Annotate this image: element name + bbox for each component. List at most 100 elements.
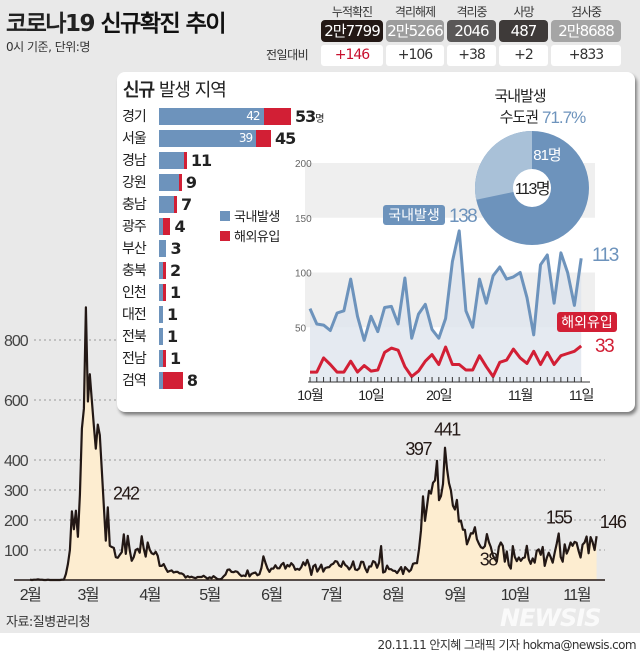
- domestic-bar: [159, 371, 163, 389]
- domestic-bar: [159, 305, 163, 323]
- stat-value: 487: [499, 20, 548, 42]
- imported-bar: [178, 173, 182, 191]
- region-bar: [159, 349, 166, 367]
- title-part: 신규확진 추이: [100, 11, 227, 37]
- donut-total: 113명: [515, 180, 549, 198]
- x-tick-label: 20일: [426, 387, 452, 403]
- imported-tag: 해외유입: [561, 314, 613, 330]
- annotation-label: 146: [600, 512, 627, 532]
- source-note: 자료:질병관리청: [6, 615, 91, 630]
- title-part: 코로나19: [6, 11, 96, 37]
- legend-swatch: [220, 210, 230, 221]
- region-name: 전남: [122, 351, 147, 367]
- total-value: 53: [294, 106, 316, 126]
- domestic-end-label: 113: [592, 245, 619, 266]
- imported-bar: [163, 371, 183, 389]
- domestic-tag-bg: [383, 205, 445, 225]
- y-tick-label: 300: [4, 483, 29, 500]
- x-tick-label: 11월: [563, 586, 591, 604]
- region-bar: [159, 283, 166, 301]
- credit: 20.11.11 안지혜 그래픽 기자 hokma@newsis.com: [377, 638, 637, 652]
- stat-change: +2: [499, 45, 548, 66]
- domestic-bar: [159, 217, 163, 235]
- region-name: 대전: [122, 307, 147, 323]
- region-name: 부산: [122, 241, 147, 257]
- x-tick-label: 4월: [139, 586, 160, 604]
- total-value: 1: [170, 348, 181, 368]
- imported-bar: [163, 349, 166, 367]
- region-row: 충북 2: [122, 259, 181, 281]
- domestic-bar: [159, 327, 163, 345]
- domestic-tag: 국내발생: [388, 207, 440, 223]
- domestic-bar: [159, 195, 174, 213]
- donut-title: 국내발생: [494, 88, 545, 105]
- x-tick-label: 11일: [569, 387, 594, 403]
- region-total: 1: [167, 327, 178, 346]
- imported-tag-bg: [557, 312, 617, 332]
- total-value: 8: [186, 370, 198, 390]
- y-tick-label: 400: [4, 453, 29, 470]
- total-value: 2: [170, 260, 181, 280]
- x-tick-label: 7월: [321, 586, 342, 604]
- region-bar: [159, 173, 182, 191]
- legend-domestic: 국내발생: [220, 206, 280, 225]
- region-name: 강원: [122, 175, 147, 191]
- region-total: 7: [181, 195, 192, 214]
- region-bar: [159, 217, 171, 235]
- region-row: 부산 3: [122, 237, 182, 259]
- inset-title-rest: 발생 지역: [158, 80, 227, 101]
- footer-bar: [0, 633, 640, 653]
- region-name: 경남: [122, 153, 147, 169]
- x-tick-label: 3월: [78, 586, 99, 604]
- region-name: 인천: [122, 285, 147, 301]
- x-tick-label: 11월: [508, 387, 533, 403]
- region-row: 전남 1: [122, 347, 181, 369]
- region-total: 1: [170, 283, 181, 302]
- region-bar: [159, 327, 163, 345]
- domestic-bar: [159, 151, 184, 169]
- stat-change: +833: [551, 45, 621, 66]
- imported-bar: [263, 107, 291, 125]
- newsis-logo: NEWSIS: [500, 604, 601, 632]
- total-value: 3: [170, 238, 181, 258]
- y-tick-label: 200: [295, 159, 312, 170]
- subtitle: 0시 기준, 단위:명: [6, 40, 90, 54]
- stat-value: 2046: [447, 20, 496, 42]
- stat-value: 2만8688: [551, 20, 621, 42]
- stat-label: 격리해제: [394, 5, 436, 19]
- annotation-label: 242: [113, 483, 140, 503]
- domestic-line: [308, 229, 583, 342]
- imported-end-label: 33: [595, 336, 614, 357]
- region-bar: [159, 239, 167, 257]
- y-tick-label: 600: [4, 393, 29, 410]
- stat-label: 사망: [513, 5, 534, 19]
- region-bar: [159, 305, 163, 323]
- region-row: 충남 7: [122, 193, 192, 215]
- stat-4: 검사중 2만8688 +833: [551, 3, 621, 66]
- imported-bar: [183, 151, 187, 169]
- domestic-bar: [159, 261, 163, 279]
- donut-percent: 71.7%: [542, 108, 586, 127]
- region-row: 전북 1: [122, 325, 178, 347]
- y-tick-label: 100: [295, 269, 312, 280]
- domestic-bar: 39: [159, 129, 257, 147]
- imported-bar: [163, 261, 166, 279]
- region-name: 충북: [122, 263, 147, 279]
- region-row: 서울 39 45: [122, 127, 296, 149]
- stat-value: 2만7799: [321, 20, 383, 42]
- legend-label: 해외유입: [234, 230, 280, 245]
- imported-bar: [163, 217, 171, 235]
- annotation-label: 155: [546, 508, 573, 528]
- region-total: 4: [174, 217, 185, 236]
- imported-line: [310, 344, 583, 378]
- stat-change: +146: [321, 45, 383, 66]
- region-row: 경기 42 53명: [122, 105, 324, 127]
- total-value: 11: [190, 150, 212, 170]
- donut-capital-label: 81명: [533, 147, 561, 164]
- x-tick-label: 5월: [199, 586, 220, 604]
- region-total: 9: [185, 172, 197, 192]
- series-line: [29, 306, 598, 582]
- region-row: 광주 4: [122, 215, 186, 237]
- total-value: 9: [185, 172, 197, 192]
- imported-bar: [256, 129, 272, 147]
